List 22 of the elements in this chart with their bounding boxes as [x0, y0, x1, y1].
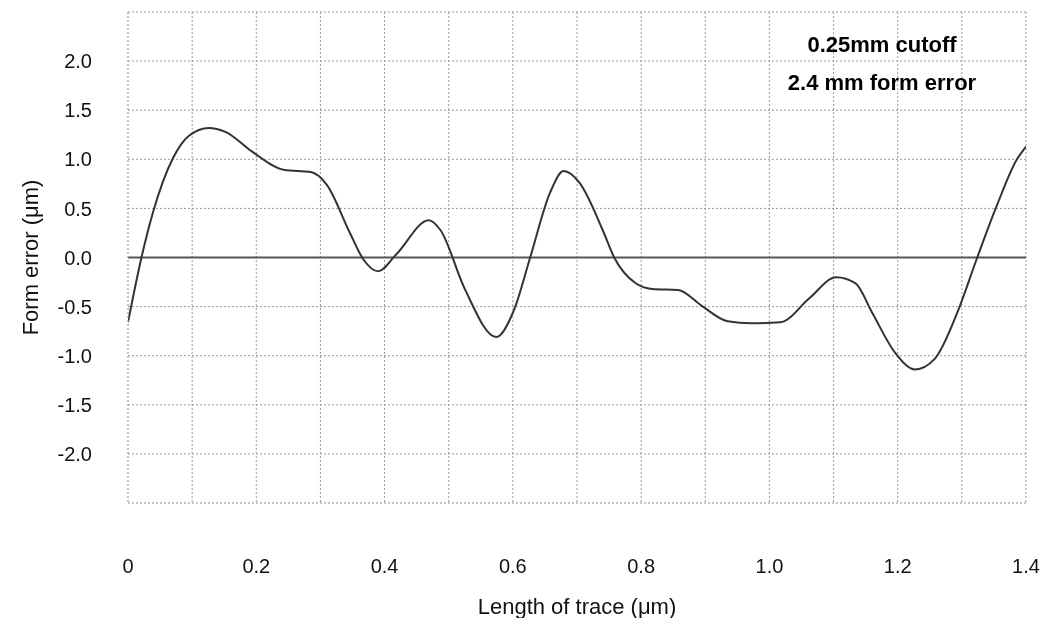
x-tick-label: 0.4: [370, 555, 399, 578]
y-tick-label: 0.0: [64, 246, 92, 269]
annotation: 0.25mm cutoff: [806, 31, 958, 59]
y-tick-label: 1.5: [64, 99, 92, 122]
y-tick-label: -0.5: [57, 295, 92, 318]
x-tick-label: 1.2: [883, 555, 912, 578]
y-tick-label: -2.0: [57, 443, 92, 465]
x-tick-label: 0.6: [498, 555, 527, 578]
x-tick-label: 1.4: [1012, 555, 1040, 578]
x-tick-label: 0.2: [242, 555, 271, 578]
y-tick-label: -1.5: [57, 393, 92, 416]
y-tick-label: -1.0: [57, 344, 92, 367]
y-tick-label: 2.0: [64, 50, 92, 73]
x-tick-label: 0.8: [627, 555, 656, 578]
line-series: [128, 126, 1026, 371]
y-tick-label: 1.0: [64, 148, 92, 171]
x-tick-label: 1.0: [755, 555, 784, 578]
y-tick-label: 0.5: [64, 197, 92, 220]
y-axis-title: Form error (μm): [17, 179, 43, 336]
annotation: 2.4 mm form error: [786, 69, 978, 97]
x-tick-label: 0: [122, 555, 134, 578]
x-axis-title: Length of trace (μm): [477, 594, 677, 619]
